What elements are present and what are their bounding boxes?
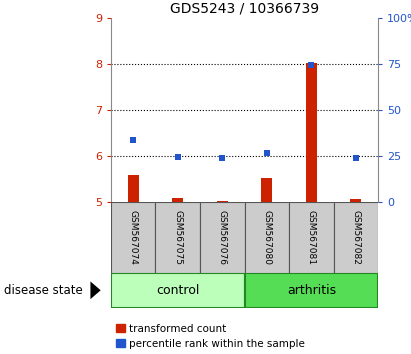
Text: GSM567081: GSM567081	[307, 210, 316, 265]
Bar	[245, 273, 378, 308]
Bar	[334, 202, 378, 273]
Bar	[128, 175, 139, 202]
Bar	[261, 178, 272, 202]
Bar	[172, 198, 183, 202]
Text: GSM567075: GSM567075	[173, 210, 182, 265]
Bar	[306, 63, 317, 202]
Text: GSM567074: GSM567074	[129, 210, 138, 265]
Text: GSM567080: GSM567080	[262, 210, 271, 265]
Bar	[217, 201, 228, 202]
Bar	[245, 202, 289, 273]
Bar	[111, 273, 245, 308]
Text: GSM567082: GSM567082	[351, 210, 360, 265]
Text: GSM567076: GSM567076	[218, 210, 227, 265]
Text: control: control	[156, 284, 199, 297]
Text: arthritis: arthritis	[287, 284, 336, 297]
Bar	[155, 202, 200, 273]
Bar	[200, 202, 245, 273]
Bar	[289, 202, 334, 273]
Legend: transformed count, percentile rank within the sample: transformed count, percentile rank withi…	[116, 324, 305, 349]
Text: disease state: disease state	[4, 284, 83, 297]
Bar	[350, 199, 361, 202]
Bar	[111, 202, 155, 273]
Title: GDS5243 / 10366739: GDS5243 / 10366739	[170, 1, 319, 15]
